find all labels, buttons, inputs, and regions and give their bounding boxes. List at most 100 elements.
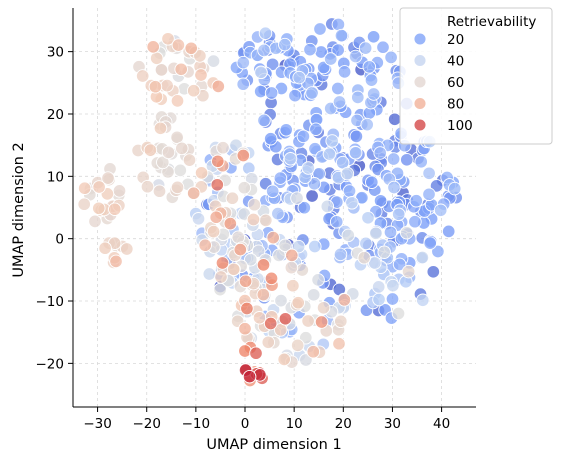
scatter-point <box>369 226 383 241</box>
scatter-point <box>278 37 292 52</box>
scatter-point <box>237 180 252 195</box>
scatter-point <box>284 260 299 275</box>
scatter-point <box>277 352 291 367</box>
scatter-point <box>368 256 382 270</box>
scatter-point <box>278 238 292 253</box>
scatter-point <box>415 250 430 265</box>
scatter-point <box>323 52 338 66</box>
legend: Retrievability 20 40 60 80 100 <box>399 7 553 145</box>
scatter-point <box>401 264 416 279</box>
x-tick-label: −10 <box>182 416 211 432</box>
scatter-point <box>422 166 436 181</box>
scatter-point <box>290 191 304 205</box>
scatter-point <box>373 146 387 160</box>
scatter-point <box>358 41 373 55</box>
legend-label: 80 <box>447 97 464 113</box>
scatter-point <box>109 254 123 269</box>
scatter-point <box>214 270 228 284</box>
scatter-point <box>249 346 263 360</box>
scatter-point <box>332 95 347 109</box>
scatter-point <box>383 225 398 240</box>
scatter-point <box>242 369 257 384</box>
scatter-point <box>209 210 223 224</box>
scatter-point <box>261 335 276 350</box>
scatter-point <box>152 184 167 198</box>
scatter-points <box>77 17 463 388</box>
scatter-point <box>161 145 176 160</box>
scatter-point <box>307 177 322 191</box>
scatter-point <box>306 344 321 359</box>
x-tick-label: 0 <box>241 416 250 432</box>
scatter-point <box>303 42 317 57</box>
scatter-point <box>384 50 398 65</box>
scatter-point <box>297 200 312 215</box>
legend-marker <box>413 32 427 46</box>
scatter-point <box>265 57 280 72</box>
scatter-point <box>112 184 127 198</box>
x-tick-label: −30 <box>83 416 112 432</box>
scatter-point <box>325 134 339 148</box>
scatter-point <box>156 155 170 170</box>
scatter-point <box>246 212 261 227</box>
scatter-point <box>193 49 207 63</box>
scatter-point <box>414 155 428 169</box>
scatter-point <box>161 32 175 46</box>
scatter-point <box>340 166 355 181</box>
scatter-point <box>233 242 248 257</box>
scatter-point <box>194 166 209 180</box>
scatter-point <box>288 88 302 103</box>
scatter-point <box>348 146 363 160</box>
scatter-point <box>211 79 226 94</box>
scatter-point <box>385 292 400 306</box>
scatter-point <box>400 153 414 167</box>
scatter-point <box>391 306 406 321</box>
scatter-point <box>198 238 212 252</box>
scatter-point <box>174 62 188 77</box>
x-tick-label: 30 <box>384 416 401 432</box>
scatter-point <box>143 143 158 157</box>
x-tick-label: 20 <box>335 416 352 432</box>
legend-marker <box>413 97 427 110</box>
scatter-point <box>426 265 441 279</box>
scatter-point <box>341 228 356 243</box>
axes: −30 −20 −10 0 10 20 30 40 −20 −10 0 10 20 30 <box>36 8 476 432</box>
scatter-point <box>433 203 448 218</box>
scatter-point <box>77 181 92 195</box>
scatter-point <box>423 236 437 250</box>
scatter-point <box>386 278 400 293</box>
scatter-point <box>360 117 374 132</box>
scatter-point <box>171 38 186 52</box>
scatter-point <box>351 90 365 105</box>
scatter-point <box>236 148 251 163</box>
scatter-point <box>334 314 348 329</box>
scatter-point <box>194 68 208 82</box>
scatter-point <box>331 17 346 32</box>
scatter-point <box>240 301 254 316</box>
scatter-point <box>213 282 227 297</box>
scatter-point <box>88 214 102 229</box>
scatter-point <box>431 244 445 259</box>
scatter-point <box>376 40 390 54</box>
scatter-point <box>345 196 359 210</box>
scatter-point <box>387 112 402 127</box>
scatter-point <box>98 241 112 255</box>
scatter-point <box>265 184 280 199</box>
scatter-point <box>254 65 268 80</box>
scatter-point <box>108 202 122 216</box>
scatter-point <box>160 78 174 93</box>
scatter-point <box>337 65 352 79</box>
scatter-point <box>148 79 163 94</box>
scatter-point <box>349 129 364 144</box>
scatter-point <box>243 253 258 267</box>
scatter-point <box>206 224 221 239</box>
scatter-point <box>447 181 462 196</box>
scatter-point <box>305 189 319 203</box>
scatter-point <box>101 171 115 185</box>
scatter-point <box>279 123 293 137</box>
scatter-point <box>264 86 279 100</box>
legend-marker <box>413 118 427 132</box>
scatter-point <box>286 278 300 293</box>
scatter-point <box>252 311 267 325</box>
scatter-point <box>334 28 349 43</box>
scatter-point <box>366 30 381 44</box>
